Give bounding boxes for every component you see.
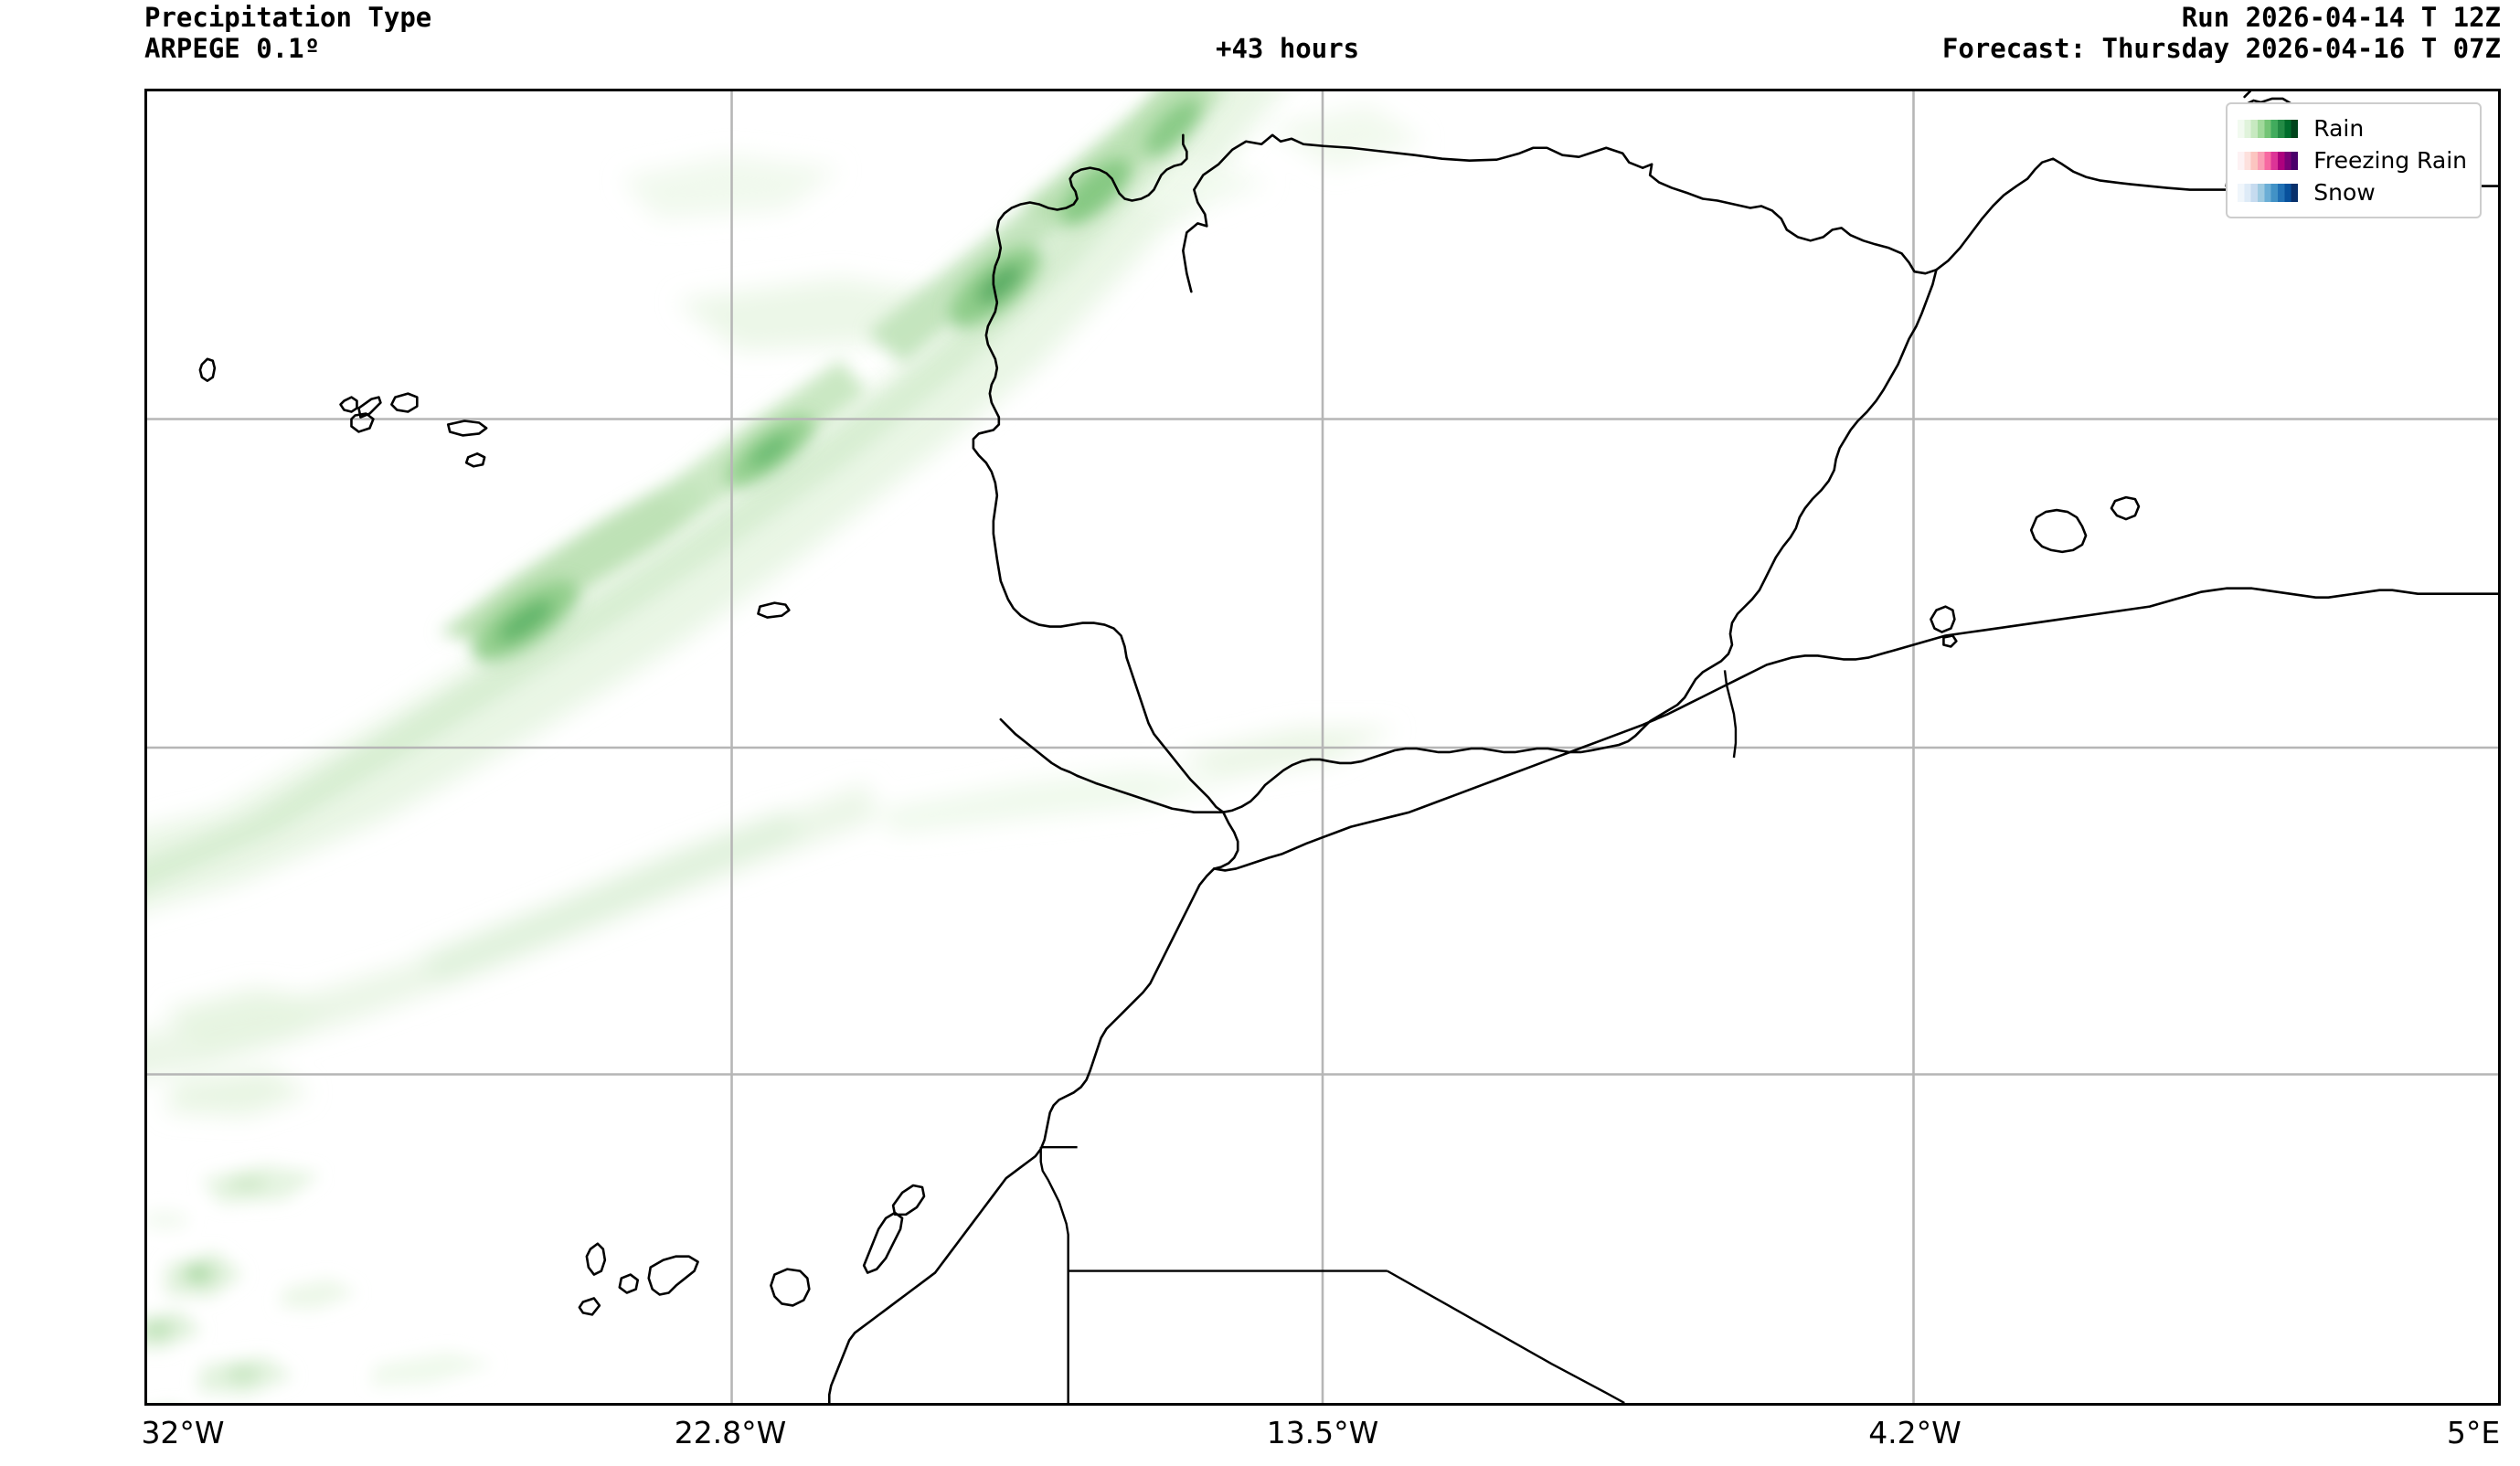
azores-faial-island: [339, 396, 358, 413]
morocco-atlantic-coast: [827, 867, 1216, 1403]
azores-flores-island: [198, 357, 217, 382]
mallorca-island: [2029, 508, 2088, 554]
la-gomera-island: [618, 1273, 640, 1294]
gran-canaria-island: [770, 1268, 811, 1307]
legend-row-rain: Rain: [2238, 112, 2467, 144]
legend-label-rain: Rain: [2313, 115, 2365, 142]
xtick-label-3: 4.2°W: [1868, 1415, 1962, 1450]
freezing-rain-color-swatch: [2238, 151, 2299, 170]
strait-of-gibraltar: [1212, 811, 1239, 870]
iberia-coastline: [1182, 133, 2498, 293]
legend-row-snow: Snow: [2238, 176, 2467, 208]
azores-sao-miguel-island: [446, 420, 488, 437]
azores-santa-maria-island: [464, 452, 486, 468]
graticule-gridlines: [147, 91, 2498, 1403]
frontal-band-maxima: [473, 100, 1201, 663]
azores-sao-jorge-island: [350, 412, 375, 433]
formentera-island: [1942, 634, 1958, 648]
morocco-algeria-border: [1723, 670, 1738, 759]
lanzarote-island: [891, 1184, 926, 1216]
portugal-west-coast: [972, 133, 1225, 813]
rain-precipitation-layer: [147, 91, 1424, 1396]
azores-pico-island: [357, 396, 382, 419]
xtick-2: [1325, 1403, 1328, 1406]
azores-terceira-island: [390, 392, 419, 413]
xtick-label-1: 22.8°W: [674, 1415, 787, 1450]
xtick-1: [733, 1403, 736, 1406]
xtick-label-2: 13.5°W: [1266, 1415, 1379, 1450]
run-timestamp: Run 2026-04-14 T 12Z: [2181, 2, 2501, 33]
ytick-1: [144, 420, 147, 423]
lead-time-label: +43 hours: [1216, 33, 1360, 64]
coastline-layer: [198, 91, 2498, 1403]
map-plot-area: Rain Freezing Rain Snow: [144, 89, 2501, 1406]
model-subtitle: ARPEGE 0.1º: [144, 33, 321, 64]
scattered-convective-cells: [147, 1165, 494, 1396]
legend-row-freezing-rain: Freezing Rain: [2238, 144, 2467, 176]
western-sahara-border: [1039, 1145, 1078, 1403]
xtick-label-4: 5°E: [2446, 1415, 2501, 1450]
ytick-3: [144, 1078, 147, 1081]
precipitation-type-legend: Rain Freezing Rain Snow: [2226, 102, 2482, 218]
xtick-3: [1918, 1403, 1920, 1406]
forecast-timestamp: Forecast: Thursday 2026-04-16 T 07Z: [1941, 33, 2501, 64]
gulf-of-cadiz-coast: [1076, 774, 1225, 813]
xtick-label-0: 32°W: [141, 1415, 225, 1450]
la-palma-island: [585, 1242, 607, 1276]
legend-label-snow: Snow: [2313, 179, 2376, 206]
algeria-mali-border: [1387, 1269, 1625, 1403]
snow-color-swatch: [2238, 183, 2299, 202]
secondary-rain-band: [147, 728, 1397, 1116]
xtick-0: [147, 1403, 150, 1406]
legend-label-freezing-rain: Freezing Rain: [2313, 147, 2467, 174]
ytick-2: [144, 750, 147, 753]
page-title: Precipitation Type: [144, 2, 432, 33]
madeira-island: [757, 601, 791, 619]
tenerife-island: [647, 1255, 699, 1296]
el-hierro-island: [578, 1297, 601, 1316]
north-africa-mediterranean-coast: [1212, 587, 2498, 872]
ytick-0: [144, 91, 147, 94]
spain-east-coast: [1221, 268, 1938, 813]
menorca-island: [2110, 495, 2141, 521]
portugal-southwest-tip: [999, 717, 1079, 778]
rain-color-swatch: [2238, 119, 2299, 138]
fuerteventura-island: [862, 1211, 904, 1274]
ibiza-island: [1930, 605, 1956, 633]
